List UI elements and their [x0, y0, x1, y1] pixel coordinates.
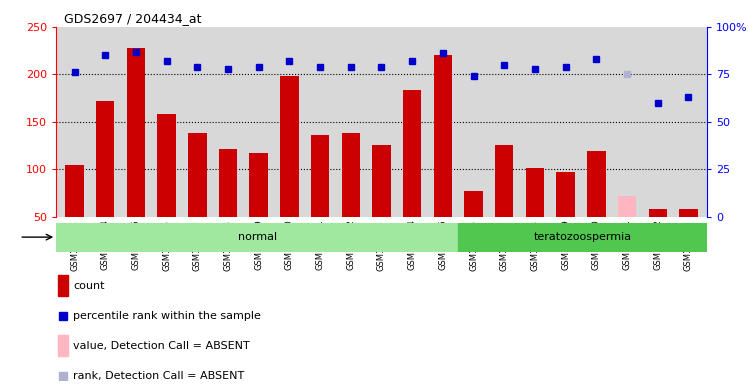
- Bar: [403, 89, 421, 265]
- Bar: [587, 151, 606, 265]
- Text: rank, Detection Call = ABSENT: rank, Detection Call = ABSENT: [73, 371, 245, 381]
- Bar: [459, 223, 707, 252]
- Bar: [218, 149, 237, 265]
- Text: count: count: [73, 281, 105, 291]
- Bar: [434, 55, 452, 265]
- Bar: [280, 76, 298, 265]
- Text: percentile rank within the sample: percentile rank within the sample: [73, 311, 261, 321]
- Bar: [557, 172, 575, 265]
- Bar: [618, 196, 637, 265]
- Bar: [157, 114, 176, 265]
- Bar: [649, 209, 667, 265]
- Bar: [65, 165, 84, 265]
- Bar: [373, 145, 390, 265]
- Bar: [311, 135, 329, 265]
- Text: value, Detection Call = ABSENT: value, Detection Call = ABSENT: [73, 341, 250, 351]
- Bar: [58, 275, 68, 296]
- Bar: [188, 133, 206, 265]
- Text: GDS2697 / 204434_at: GDS2697 / 204434_at: [64, 12, 201, 25]
- Bar: [465, 191, 482, 265]
- Bar: [342, 133, 360, 265]
- Bar: [526, 169, 544, 265]
- Bar: [250, 153, 268, 265]
- Bar: [56, 223, 459, 252]
- Bar: [679, 209, 698, 265]
- Bar: [495, 145, 513, 265]
- Text: normal: normal: [238, 232, 277, 242]
- Bar: [58, 335, 68, 356]
- Bar: [126, 48, 145, 265]
- Bar: [96, 101, 114, 265]
- Text: teratozoospermia: teratozoospermia: [533, 232, 631, 242]
